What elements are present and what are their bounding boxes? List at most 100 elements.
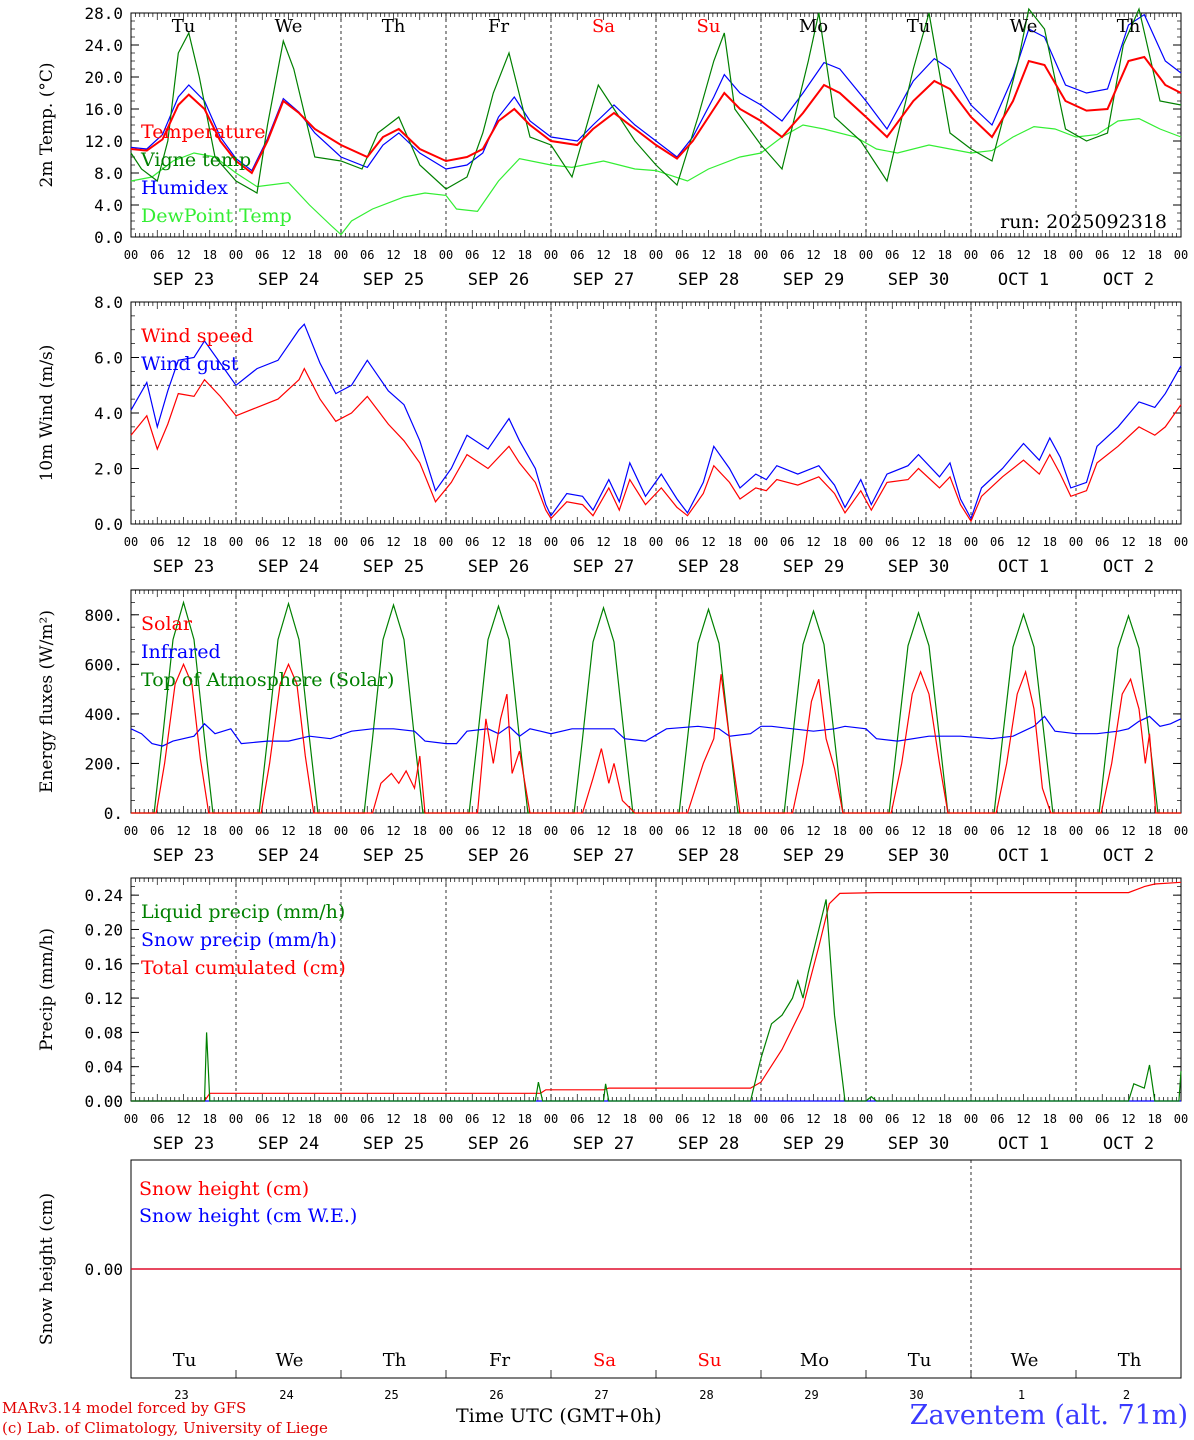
hour-tick-label: 18 — [623, 824, 637, 838]
hour-tick-label: 00 — [1174, 824, 1188, 838]
day-number-label: 25 — [384, 1388, 398, 1402]
legend-entry: Humidex — [141, 177, 228, 199]
hour-tick-label: 18 — [1148, 248, 1162, 262]
hour-tick-label: 18 — [1148, 824, 1162, 838]
hour-tick-label: 06 — [990, 1112, 1004, 1126]
hour-tick-label: 12 — [176, 248, 190, 262]
series-line — [131, 881, 1182, 1102]
hour-tick-label: 06 — [675, 824, 689, 838]
legend-entry: Snow precip (mm/h) — [141, 929, 337, 951]
hour-tick-label: 00 — [754, 824, 768, 838]
y-axis-title: Precip (mm/h) — [37, 928, 57, 1051]
legend-entry: Snow height (cm W.E.) — [139, 1205, 357, 1227]
hour-tick-label: 06 — [255, 824, 269, 838]
hour-tick-label: 12 — [1016, 248, 1030, 262]
date-label: SEP 23 — [153, 270, 214, 290]
y-tick-label: 200. — [84, 754, 123, 773]
series-line — [130, 7, 1182, 194]
date-label: SEP 26 — [468, 557, 529, 577]
date-label: OCT 2 — [1103, 1134, 1154, 1154]
date-label: OCT 1 — [998, 846, 1049, 866]
date-label: OCT 2 — [1103, 846, 1154, 866]
hour-tick-label: 18 — [308, 824, 322, 838]
legend-entry: Vigne temp — [140, 149, 251, 171]
hour-tick-label: 00 — [1069, 248, 1083, 262]
date-label: SEP 25 — [363, 846, 424, 866]
hour-tick-label: 00 — [859, 1112, 873, 1126]
hour-tick-label: 06 — [1095, 824, 1109, 838]
hour-tick-label: 00 — [334, 1112, 348, 1126]
legend-entry: Top of Atmosphere (Solar) — [141, 669, 394, 691]
hour-tick-label: 18 — [413, 248, 427, 262]
date-label: OCT 1 — [998, 1134, 1049, 1154]
hour-tick-label: 06 — [150, 535, 164, 549]
day-number-label: 29 — [804, 1388, 818, 1402]
hour-tick-label: 18 — [203, 1112, 217, 1126]
hour-tick-label: 18 — [938, 1112, 952, 1126]
hour-tick-label: 06 — [150, 1112, 164, 1126]
weekday-label: We — [1011, 1350, 1039, 1371]
date-label: SEP 26 — [468, 1134, 529, 1154]
y-tick-label: 4.0 — [94, 196, 123, 215]
weekday-label: Th — [1117, 16, 1141, 37]
hour-tick-label: 18 — [1043, 248, 1057, 262]
hour-tick-label: 18 — [203, 248, 217, 262]
day-number-label: 2 — [1123, 1388, 1130, 1402]
y-tick-label: 8.0 — [94, 164, 123, 183]
weekday-label: We — [276, 1350, 304, 1371]
y-tick-label: 0.24 — [84, 886, 123, 905]
hour-tick-label: 00 — [544, 535, 558, 549]
hour-tick-label: 12 — [701, 535, 715, 549]
hour-tick-label: 06 — [360, 824, 374, 838]
hour-tick-label: 18 — [413, 535, 427, 549]
hour-tick-label: 06 — [1095, 535, 1109, 549]
date-label: SEP 26 — [468, 846, 529, 866]
date-label: OCT 1 — [998, 557, 1049, 577]
hour-tick-label: 00 — [124, 535, 138, 549]
hour-tick-label: 18 — [308, 1112, 322, 1126]
date-label: SEP 27 — [573, 846, 634, 866]
hour-tick-label: 00 — [229, 248, 243, 262]
weekday-label: Tu — [173, 1350, 197, 1371]
hour-tick-label: 06 — [465, 824, 479, 838]
hour-tick-label: 00 — [439, 535, 453, 549]
hour-tick-label: 18 — [413, 1112, 427, 1126]
weekday-label: Su — [698, 1350, 722, 1371]
hour-tick-label: 06 — [885, 824, 899, 838]
hour-tick-label: 12 — [176, 1112, 190, 1126]
hour-tick-label: 18 — [728, 824, 742, 838]
hour-tick-label: 00 — [649, 248, 663, 262]
y-axis-title: Energy fluxes (W/m²) — [37, 610, 57, 793]
hour-tick-label: 12 — [596, 1112, 610, 1126]
hour-tick-label: 18 — [413, 824, 427, 838]
date-label: SEP 29 — [783, 557, 844, 577]
hour-tick-label: 18 — [308, 535, 322, 549]
hour-tick-label: 00 — [1069, 824, 1083, 838]
hour-tick-label: 06 — [1095, 248, 1109, 262]
weekday-label: Tu — [908, 1350, 932, 1371]
hour-tick-label: 12 — [1121, 824, 1135, 838]
hour-tick-label: 12 — [491, 1112, 505, 1126]
y-tick-label: 0.0 — [94, 515, 123, 534]
legend-entry: Infrared — [141, 641, 221, 663]
hour-tick-label: 12 — [386, 1112, 400, 1126]
hour-tick-label: 06 — [675, 1112, 689, 1126]
y-axis-title: 10m Wind (m/s) — [37, 345, 57, 482]
series-line — [130, 323, 1182, 520]
panel-wind: 0.0 2.0 4.0 6.0 8.0 10m Wind (m/s) Wind speed W… — [37, 293, 1188, 577]
weekday-label: We — [1010, 16, 1038, 37]
hour-tick-label: 12 — [281, 535, 295, 549]
hour-tick-label: 06 — [675, 535, 689, 549]
legend-entry: Snow height (cm) — [139, 1178, 309, 1200]
date-label: SEP 27 — [573, 270, 634, 290]
y-tick-label: 24.0 — [84, 36, 123, 55]
date-label: SEP 28 — [678, 557, 739, 577]
run-label: run: 2025092318 — [1000, 211, 1167, 233]
weekday-label: Tu — [907, 16, 931, 37]
day-number-label: 1 — [1018, 1388, 1025, 1402]
hour-tick-label: 06 — [675, 248, 689, 262]
panel-precip: 0.00 0.04 0.08 0.12 0.16 0.20 0.24 Precip (mm/h… — [37, 877, 1188, 1154]
weekday-label: Fr — [489, 1350, 510, 1371]
hour-tick-label: 00 — [229, 824, 243, 838]
hour-tick-label: 06 — [780, 824, 794, 838]
